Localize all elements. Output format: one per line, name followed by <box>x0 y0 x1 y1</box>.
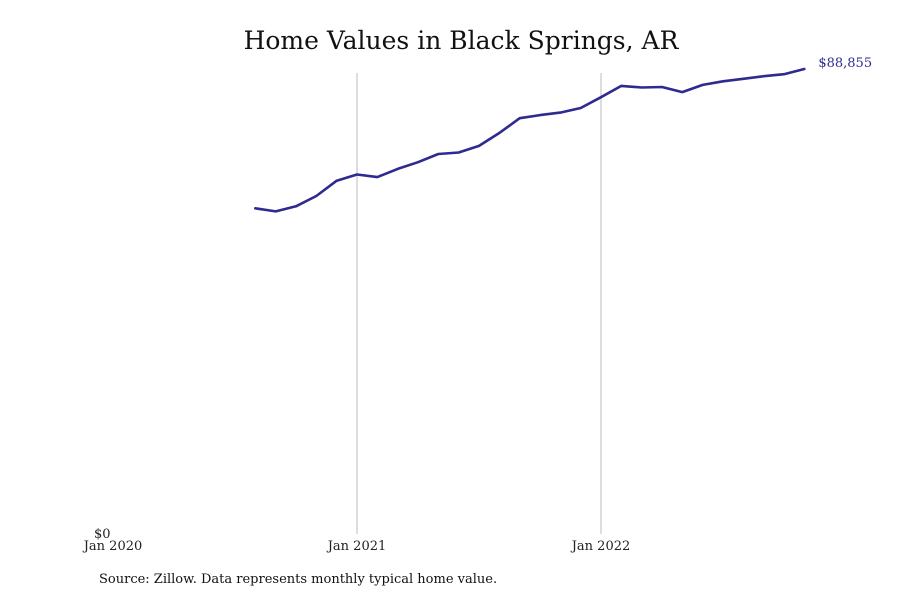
x-axis-ticks: Jan 2020 Jan 2021 Jan 2022 <box>82 539 631 554</box>
y-tick-label: $0 <box>94 527 111 542</box>
gridlines <box>356 73 602 534</box>
end-label-layer: $88,855 <box>818 56 872 71</box>
x-tick-label: Jan 2020 <box>82 539 143 554</box>
chart-title: Home Values in Black Springs, AR <box>243 26 679 55</box>
end-value-label: $88,855 <box>818 56 872 71</box>
x-tick-label: Jan 2022 <box>570 539 631 554</box>
y-axis-ticks: $0 <box>94 527 111 542</box>
series-line <box>254 67 806 213</box>
x-tick-label: Jan 2021 <box>326 539 387 554</box>
series-layer <box>254 67 806 213</box>
source-note: Source: Zillow. Data represents monthly … <box>99 572 498 587</box>
